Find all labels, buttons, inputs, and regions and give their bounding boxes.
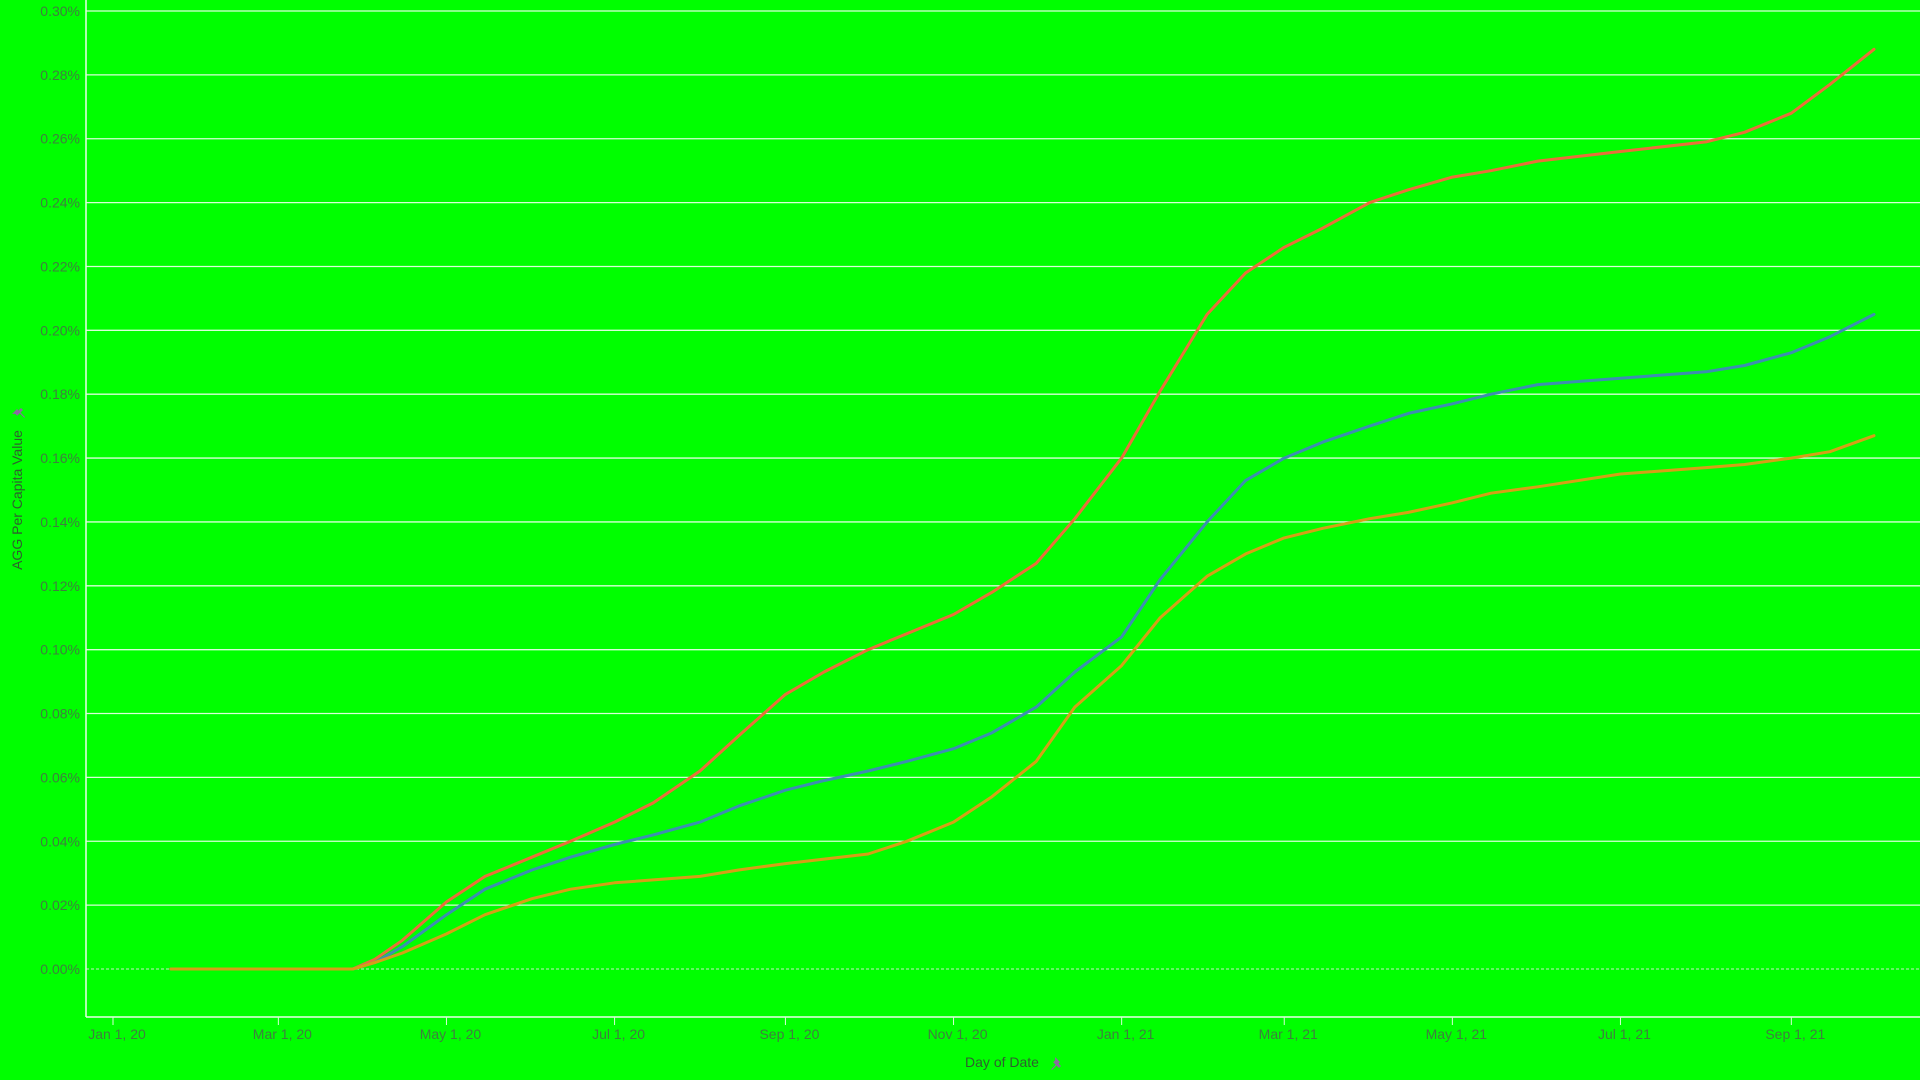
series-line-3[interactable] [169,434,1876,971]
pin-icon [12,408,25,418]
y-tick-label: 0.24% [40,195,80,211]
x-tick-label: Sep 1, 20 [759,1026,819,1042]
y-tick-label: 0.06% [40,769,80,785]
y-tick-label: 0.16% [40,450,80,466]
series-line-2[interactable] [169,312,1876,971]
x-axis-title: Day of Date [965,1054,1039,1070]
x-tick-label: Jan 1, 20 [88,1026,146,1042]
gridlines [86,10,1920,970]
x-axis-title-group[interactable]: Day of Date [965,1054,1061,1070]
series-line-1[interactable] [169,47,1876,971]
series-lines [169,47,1876,971]
x-tick-label: Jan 1, 21 [1097,1026,1155,1042]
y-tick-label: 0.18% [40,386,80,402]
y-tick-label: 0.02% [40,897,80,913]
y-tick-label: 0.14% [40,514,80,530]
x-tick-label: Mar 1, 20 [253,1026,312,1042]
x-tick-label: May 1, 20 [420,1026,482,1042]
y-tick-label: 0.22% [40,258,80,274]
y-axis-title: AGG Per Capita Value [9,430,25,570]
y-tick-label: 0.26% [40,131,80,147]
y-tick-label: 0.04% [40,833,80,849]
y-tick-label: 0.08% [40,706,80,722]
y-tick-label: 0.00% [40,961,80,977]
x-tick-label: May 1, 21 [1426,1026,1488,1042]
x-tick-label: Jul 1, 21 [1598,1026,1651,1042]
y-tick-labels: 0.00% 0.02% 0.04% 0.06% 0.08% 0.10% 0.12% 0.14%… [40,3,80,977]
y-tick-label: 0.10% [40,642,80,658]
y-tick-label: 0.30% [40,3,80,19]
axes [85,0,1920,1018]
y-tick-label: 0.12% [40,578,80,594]
x-tick-label: Sep 1, 21 [1765,1026,1825,1042]
x-tick-label: Mar 1, 21 [1259,1026,1318,1042]
y-axis-title-group[interactable]: AGG Per Capita Value [9,408,25,570]
x-tick-labels: Jan 1, 20 Mar 1, 20 May 1, 20 Jul 1, 20 Sep … [88,1017,1826,1042]
x-tick-label: Nov 1, 20 [928,1026,988,1042]
x-tick-label: Jul 1, 20 [592,1026,645,1042]
y-tick-label: 0.28% [40,67,80,83]
y-tick-label: 0.20% [40,322,80,338]
pin-icon [1051,1057,1061,1070]
